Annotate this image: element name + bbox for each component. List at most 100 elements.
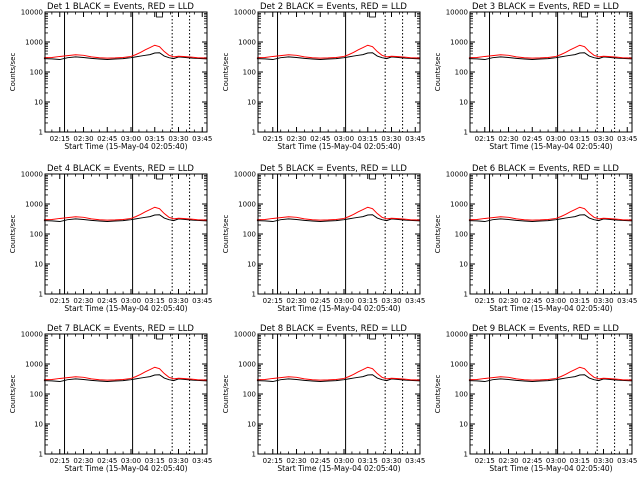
x-tick-label: 03:30 bbox=[593, 297, 613, 305]
x-tick-label: 02:30 bbox=[286, 297, 306, 305]
panel-title: Det 5 BLACK = Events, RED = LLD bbox=[260, 164, 407, 174]
y-tick-label: 1000 bbox=[25, 201, 43, 209]
x-axis-label: Start Time (15-May-04 02:05:40) bbox=[489, 464, 612, 473]
panel-title: Det 8 BLACK = Events, RED = LLD bbox=[260, 324, 407, 334]
x-tick-label: 02:15 bbox=[50, 135, 70, 143]
x-tick-label: 02:15 bbox=[475, 135, 495, 143]
x-tick-label: 03:30 bbox=[168, 457, 188, 465]
y-axis-label: Counts/sec bbox=[9, 215, 17, 254]
y-tick-label: 10000 bbox=[21, 331, 43, 339]
x-axis-label: Start Time (15-May-04 02:05:40) bbox=[64, 142, 187, 151]
x-tick-label: 03:45 bbox=[617, 135, 637, 143]
y-tick-label: 10 bbox=[247, 261, 256, 269]
x-tick-label: 03:30 bbox=[381, 297, 401, 305]
x-axis-label: Start Time (15-May-04 02:05:40) bbox=[489, 304, 612, 313]
y-tick-label: 100 bbox=[30, 69, 43, 77]
panel-det-5: Det 5 BLACK = Events, RED = LLD Counts/se… bbox=[222, 164, 425, 313]
x-tick-label: 03:30 bbox=[593, 135, 613, 143]
x-tick-label: 02:30 bbox=[286, 135, 306, 143]
y-tick-label: 1 bbox=[464, 129, 468, 137]
x-axis-label: Start Time (15-May-04 02:05:40) bbox=[64, 464, 187, 473]
x-tick-label: 03:45 bbox=[405, 135, 425, 143]
x-tick-label: 03:30 bbox=[381, 457, 401, 465]
y-tick-label: 10 bbox=[34, 99, 43, 107]
y-tick-label: 1000 bbox=[450, 201, 468, 209]
y-tick-label: 100 bbox=[30, 231, 43, 239]
y-tick-label: 1000 bbox=[450, 361, 468, 369]
x-tick-label: 03:15 bbox=[358, 135, 378, 143]
x-tick-label: 03:45 bbox=[617, 457, 637, 465]
x-tick-label: 02:45 bbox=[97, 297, 117, 305]
panel-det-3: Det 3 BLACK = Events, RED = LLD Counts/se… bbox=[434, 2, 637, 151]
x-tick-label: 03:15 bbox=[570, 297, 590, 305]
y-axis-label: Counts/sec bbox=[434, 375, 442, 414]
x-tick-label: 03:45 bbox=[405, 457, 425, 465]
x-tick-label: 03:15 bbox=[358, 297, 378, 305]
series-line-lld bbox=[43, 206, 208, 221]
panel-title: Det 6 BLACK = Events, RED = LLD bbox=[472, 164, 619, 174]
y-tick-label: 1 bbox=[252, 291, 256, 299]
top-marker-box bbox=[581, 11, 588, 18]
plot-frame bbox=[469, 333, 633, 455]
x-tick-label: 03:15 bbox=[145, 135, 165, 143]
plot-frame bbox=[44, 173, 208, 295]
y-tick-label: 10 bbox=[459, 99, 468, 107]
x-tick-label: 03:00 bbox=[334, 457, 354, 465]
y-tick-label: 100 bbox=[243, 231, 256, 239]
plot-frame bbox=[257, 333, 421, 455]
x-tick-label: 02:15 bbox=[50, 297, 70, 305]
plot-frame bbox=[469, 173, 633, 295]
x-tick-label: 02:15 bbox=[475, 297, 495, 305]
x-tick-label: 03:45 bbox=[617, 297, 637, 305]
x-tick-label: 03:30 bbox=[381, 135, 401, 143]
x-tick-label: 02:30 bbox=[498, 457, 518, 465]
panel-det-7: Det 7 BLACK = Events, RED = LLD Counts/se… bbox=[9, 324, 212, 473]
series-line-lld bbox=[43, 44, 208, 59]
panel-title: Det 9 BLACK = Events, RED = LLD bbox=[472, 324, 619, 334]
panel-det-8: Det 8 BLACK = Events, RED = LLD Counts/se… bbox=[222, 324, 425, 473]
series-line-events bbox=[256, 214, 421, 223]
panel-title: Det 3 BLACK = Events, RED = LLD bbox=[472, 2, 619, 12]
y-tick-label: 10000 bbox=[234, 171, 256, 179]
y-tick-label: 10000 bbox=[234, 9, 256, 17]
x-tick-label: 03:30 bbox=[168, 135, 188, 143]
y-tick-label: 10 bbox=[34, 261, 43, 269]
panel-title: Det 4 BLACK = Events, RED = LLD bbox=[47, 164, 194, 174]
x-tick-label: 03:30 bbox=[593, 457, 613, 465]
y-axis-label: Counts/sec bbox=[222, 53, 230, 92]
plot-frame bbox=[257, 11, 421, 133]
series-line-events bbox=[468, 214, 633, 223]
x-tick-label: 03:15 bbox=[145, 297, 165, 305]
series-line-lld bbox=[256, 44, 421, 59]
panel-det-2: Det 2 BLACK = Events, RED = LLD Counts/se… bbox=[222, 2, 425, 151]
series-line-events bbox=[468, 52, 633, 61]
series-line-events bbox=[468, 374, 633, 383]
plot-frame bbox=[257, 173, 421, 295]
y-tick-label: 1 bbox=[39, 291, 43, 299]
plot-frame bbox=[44, 333, 208, 455]
panel-title: Det 2 BLACK = Events, RED = LLD bbox=[260, 2, 407, 12]
series-line-events bbox=[256, 52, 421, 61]
y-tick-label: 10000 bbox=[446, 331, 468, 339]
x-tick-label: 02:30 bbox=[73, 457, 93, 465]
series-line-lld bbox=[468, 206, 633, 221]
y-tick-label: 100 bbox=[30, 391, 43, 399]
x-axis-label: Start Time (15-May-04 02:05:40) bbox=[277, 464, 400, 473]
series-line-events bbox=[256, 374, 421, 383]
top-marker-box bbox=[156, 173, 163, 180]
x-tick-label: 02:45 bbox=[310, 297, 330, 305]
x-tick-label: 03:00 bbox=[121, 135, 141, 143]
x-tick-label: 03:00 bbox=[121, 457, 141, 465]
x-axis-label: Start Time (15-May-04 02:05:40) bbox=[277, 142, 400, 151]
y-tick-label: 1000 bbox=[450, 39, 468, 47]
y-axis-label: Counts/sec bbox=[222, 215, 230, 254]
y-tick-label: 1000 bbox=[238, 201, 256, 209]
x-tick-label: 02:15 bbox=[263, 457, 283, 465]
y-tick-label: 1 bbox=[39, 451, 43, 459]
y-axis-label: Counts/sec bbox=[9, 53, 17, 92]
x-tick-label: 03:00 bbox=[546, 135, 566, 143]
x-axis-label: Start Time (15-May-04 02:05:40) bbox=[489, 142, 612, 151]
series-line-lld bbox=[256, 366, 421, 381]
x-tick-label: 03:45 bbox=[192, 457, 212, 465]
